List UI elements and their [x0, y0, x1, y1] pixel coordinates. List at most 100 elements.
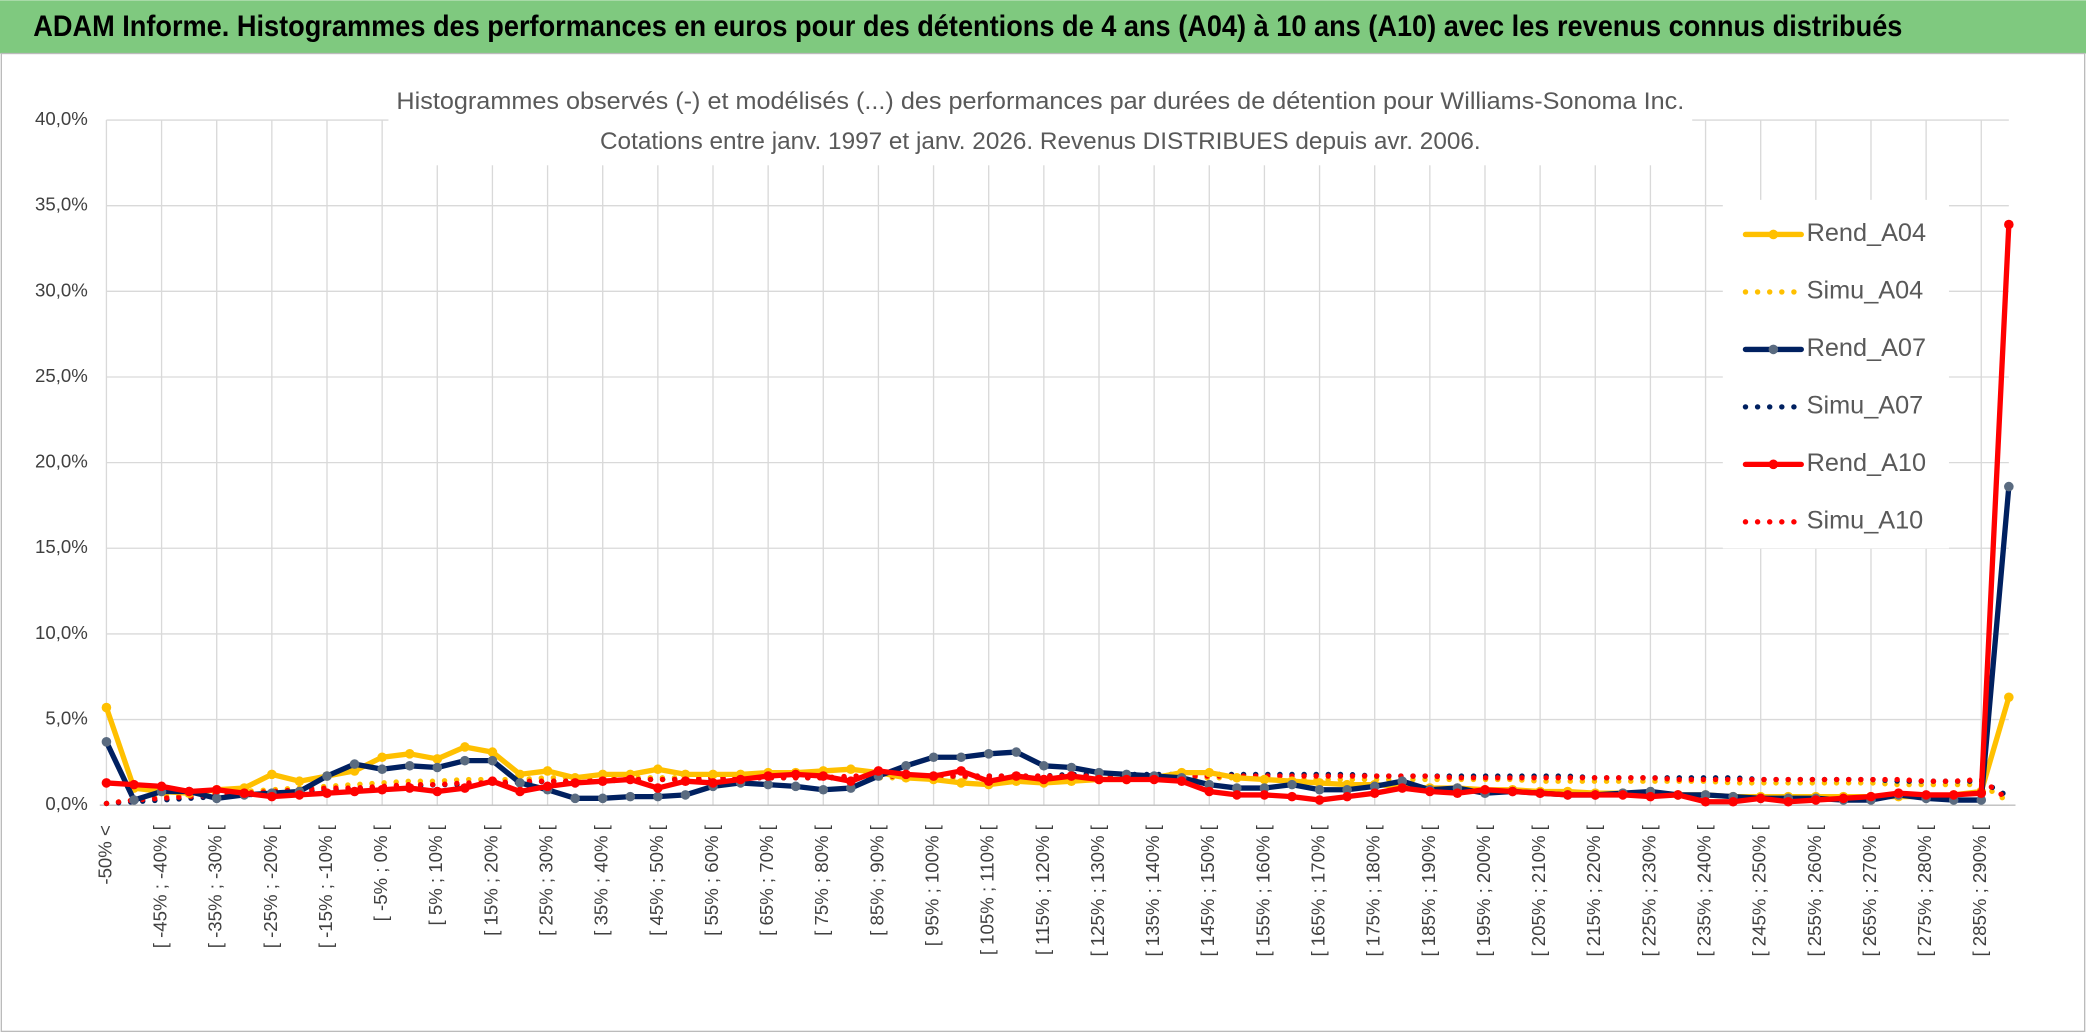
- data-point: [432, 754, 443, 764]
- data-point: [1562, 790, 1573, 800]
- x-tick-label: [ 125% ; 130% [: [1087, 824, 1108, 956]
- y-tick-label: 5,0%: [45, 707, 87, 728]
- data-point: [1232, 772, 1242, 783]
- data-point: [570, 793, 580, 804]
- x-tick-label: [ 155% ; 160% [: [1252, 824, 1273, 956]
- data-point: [708, 769, 718, 780]
- data-point: [680, 776, 691, 786]
- data-point: [1342, 791, 1352, 802]
- legend-label: Rend_A10: [1807, 449, 1926, 477]
- data-point: [404, 783, 415, 793]
- data-point: [460, 783, 470, 793]
- data-point: [763, 779, 773, 790]
- x-tick-label: [ 85% ; 90% [: [866, 824, 887, 936]
- data-point: [1783, 796, 1794, 807]
- x-tick-label: [ 45% ; 50% [: [646, 824, 667, 936]
- data-point: [349, 759, 360, 769]
- plot: [101, 219, 2014, 807]
- data-point: [597, 776, 608, 786]
- x-tick-label: [ 135% ; 140% [: [1142, 824, 1163, 956]
- data-point: [349, 786, 360, 797]
- data-point: [846, 783, 856, 793]
- x-tick-label: -50% <: [94, 825, 115, 884]
- page-title: ADAM Informe. Histogrammes des performan…: [33, 11, 1902, 43]
- data-point: [515, 769, 525, 780]
- x-tick-label: [ 265% ; 270% [: [1859, 824, 1880, 956]
- x-tick-label: [ 205% ; 210% [: [1528, 824, 1549, 956]
- series-line: [103, 483, 2012, 803]
- legend-marker: [1768, 459, 1779, 470]
- data-point: [1369, 781, 1380, 792]
- series-line: [103, 773, 2012, 807]
- data-point: [1673, 790, 1683, 800]
- x-tick-label: [ 145% ; 150% [: [1197, 824, 1218, 956]
- x-tick-label: [ 175% ; 180% [: [1363, 824, 1384, 956]
- data-point: [653, 783, 663, 793]
- x-tick-label: [ 275% ; 280% [: [1914, 824, 1935, 956]
- data-point: [1204, 786, 1215, 797]
- data-point: [1287, 779, 1297, 790]
- data-point: [101, 702, 112, 713]
- series-line: [103, 221, 2012, 805]
- x-tick-label: [ 25% ; 30% [: [535, 824, 556, 936]
- data-point: [1259, 774, 1270, 785]
- data-point: [404, 749, 415, 759]
- data-point: [404, 761, 415, 771]
- data-point: [1121, 774, 1132, 785]
- data-point: [570, 778, 580, 788]
- data-point: [267, 769, 277, 780]
- data-point: [487, 755, 498, 766]
- data-point: [211, 793, 222, 804]
- title-background: [388, 82, 1693, 166]
- data-point: [211, 784, 222, 795]
- data-point: [1039, 774, 1049, 785]
- data-point: [708, 778, 718, 788]
- data-point: [1314, 795, 1325, 805]
- data-point: [432, 786, 443, 797]
- data-point: [873, 766, 884, 776]
- data-point: [1976, 795, 1987, 805]
- data-point: [1755, 793, 1766, 804]
- legend: Rend_A04 Simu_A04 Rend_A07 Simu_A07 Rend_A10…: [1742, 219, 1926, 534]
- data-point: [377, 764, 387, 775]
- data-point: [101, 778, 112, 788]
- data-point: [846, 764, 856, 775]
- data-point: [1452, 788, 1463, 798]
- y-tick-label: 15,0%: [35, 536, 88, 557]
- data-point: [1232, 790, 1242, 800]
- data-point: [2004, 692, 2014, 703]
- data-point: [1507, 786, 1518, 797]
- data-point: [1811, 795, 1821, 805]
- data-point: [129, 779, 139, 790]
- y-tick-label: 0,0%: [45, 793, 87, 814]
- x-tick-label: [ -5% ; 0% [: [370, 824, 391, 921]
- x-tick-label: [ 165% ; 170% [: [1307, 824, 1328, 956]
- x-tick-label: [ 95% ; 100% [: [921, 824, 942, 946]
- data-point: [1700, 790, 1711, 800]
- x-tick-label: [ 15% ; 20% [: [480, 824, 501, 936]
- data-point: [956, 766, 966, 776]
- data-point: [1011, 771, 1022, 781]
- x-tick-label: [ 285% ; 290% [: [1969, 824, 1990, 956]
- x-tick-label: [ 65% ; 70% [: [756, 824, 777, 936]
- data-point: [1590, 790, 1601, 800]
- data-point: [818, 771, 829, 781]
- data-point: [1893, 788, 1904, 798]
- y-tick-label: 10,0%: [35, 622, 88, 643]
- data-point: [542, 781, 553, 792]
- data-point: [846, 776, 856, 786]
- legend-background: [1722, 199, 1949, 549]
- data-point: [983, 749, 994, 759]
- data-point: [818, 784, 829, 795]
- data-point: [101, 737, 112, 747]
- data-point: [928, 771, 939, 781]
- data-point: [735, 774, 746, 785]
- y-tick-label: 35,0%: [35, 194, 88, 215]
- data-point: [901, 761, 911, 771]
- data-point: [1314, 784, 1325, 795]
- x-tick-label: [ 55% ; 60% [: [701, 824, 722, 936]
- data-point: [294, 790, 305, 800]
- legend-label: Simu_A04: [1807, 277, 1924, 305]
- data-point: [1976, 788, 1987, 798]
